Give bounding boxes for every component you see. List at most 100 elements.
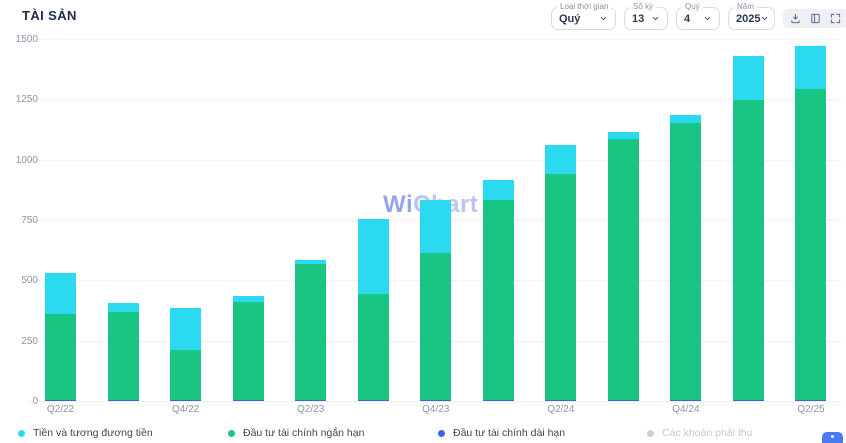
bar-segment (482, 200, 514, 401)
bar-segment (232, 295, 264, 302)
year-select[interactable]: Năm 2025 (728, 2, 775, 30)
bar-Q2/22[interactable] (45, 273, 76, 401)
bar-segment (170, 308, 202, 350)
bar-segment (357, 218, 389, 294)
bar-segment (670, 115, 702, 123)
bar-segment (670, 123, 702, 401)
legend-label: Đầu tư tài chính ngắn hạn (243, 427, 365, 439)
bar-segment (232, 400, 264, 401)
y-axis-label: 1500 (15, 34, 38, 45)
gridline (30, 159, 842, 161)
bar-Q4/22[interactable] (170, 308, 202, 401)
y-axis-label: 250 (21, 335, 38, 347)
x-axis-label: Q2/23 (297, 404, 325, 415)
x-axis: Q2/22 Q4/22 Q2/23 Q4/23 Q2/24 Q4/24 Q2/25 (0, 404, 846, 417)
bar-segment (482, 179, 514, 201)
gridline (30, 99, 842, 101)
bar-segment (795, 89, 827, 401)
time-type-select-value: Quý (559, 12, 581, 25)
y-axis-label: 0 (32, 396, 38, 407)
bar-segment (107, 400, 139, 401)
bar-segment (732, 56, 764, 101)
y-axis-label: 750 (21, 215, 38, 226)
bar-Q3/24[interactable] (607, 132, 639, 401)
y-axis-label: 1250 (15, 94, 38, 106)
download-icon[interactable] (790, 13, 801, 24)
legend-label: Tiền và tương đương tiền (33, 427, 153, 439)
bar-Q2/24[interactable] (545, 145, 577, 401)
x-axis-label: Q2/22 (46, 404, 75, 415)
bar-Q1/23[interactable] (232, 295, 264, 401)
bar-segment (232, 301, 264, 401)
fullscreen-icon[interactable] (830, 13, 841, 24)
legend-dot-green (228, 429, 235, 437)
bar-segment (732, 100, 764, 401)
bar-segment (107, 302, 139, 312)
bar-segment (295, 400, 327, 401)
bar-segment (295, 264, 327, 401)
legend-item-long-term-investments[interactable]: Đầu tư tài chính dài hạn (438, 427, 565, 439)
quarter-select-label: Quý (682, 2, 703, 11)
x-axis-label: Q2/25 (797, 404, 825, 415)
bar-Q4/24[interactable] (670, 115, 702, 401)
legend-item-cash[interactable]: Tiền và tương đương tiền (18, 427, 153, 439)
bar-Q3/22[interactable] (107, 302, 139, 401)
bar-segment (482, 400, 514, 401)
bar-segment (170, 349, 202, 401)
period-count-select-value: 13 (632, 12, 645, 25)
bar-segment (607, 400, 639, 401)
bar-segment (607, 132, 639, 139)
time-type-select-label: Loại thời gian (557, 2, 612, 11)
bar-segment (295, 260, 327, 265)
bar-segment (45, 313, 76, 401)
quarter-select[interactable]: Quý 4 (676, 2, 720, 30)
bar-segment (357, 400, 389, 401)
chevron-down-icon (599, 14, 608, 23)
year-select-label: Năm (734, 2, 757, 11)
legend-dot-cyan (18, 429, 25, 437)
legend-item-receivables[interactable]: Các khoản phải thu (647, 427, 752, 439)
bar-segment (795, 400, 827, 401)
legend-dot-blue (438, 429, 445, 437)
x-axis-label: Q2/24 (547, 404, 575, 415)
period-count-select[interactable]: Số kỳ 13 (624, 2, 668, 30)
bar-segment (545, 173, 577, 401)
bar-segment (545, 145, 577, 174)
bar-segment (420, 400, 452, 401)
quarter-select-value: 4 (684, 12, 691, 25)
bar-segment (45, 400, 76, 401)
y-axis-label: 500 (21, 275, 38, 287)
gridline (30, 39, 842, 40)
plot-area: 1500 1250 1000 750 500 250 0 (0, 34, 846, 407)
chart-toolbar (783, 9, 846, 28)
x-axis-label: Q4/24 (672, 404, 700, 415)
chat-widget-button[interactable] (822, 432, 843, 443)
chevron-down-icon (760, 14, 769, 23)
bar-Q2/25[interactable] (795, 46, 827, 401)
bar-Q4/23[interactable] (420, 199, 452, 401)
bar-Q1/24[interactable] (482, 179, 514, 401)
bar-segment (420, 253, 452, 401)
period-count-select-label: Số kỳ (630, 2, 657, 11)
bar-segment (545, 400, 577, 401)
legend-label: Các khoản phải thu (662, 427, 753, 439)
bar-Q3/23[interactable] (357, 218, 389, 401)
bar-segment (670, 400, 702, 401)
bar-segment (795, 46, 827, 90)
bar-Q2/23[interactable] (295, 260, 327, 401)
bar-Q1/25[interactable] (732, 56, 764, 401)
legend-dot-gray (647, 429, 654, 437)
year-select-value: 2025 (736, 12, 761, 25)
page-title: TÀI SẢN (22, 8, 77, 23)
chart-legend: Tiền và tương đương tiền Đầu tư tài chín… (0, 427, 846, 443)
bar-segment (357, 293, 389, 401)
legend-item-short-term-investments[interactable]: Đầu tư tài chính ngắn hạn (228, 427, 364, 439)
table-icon[interactable] (810, 13, 821, 24)
x-axis-label: Q4/22 (171, 404, 200, 415)
legend-label: Đầu tư tài chính dài hạn (453, 427, 566, 439)
x-axis-label: Q4/23 (422, 404, 450, 415)
bar-segment (170, 400, 202, 401)
time-type-select[interactable]: Loại thời gian Quý (551, 2, 616, 30)
chart-controls: Loại thời gian Quý Số kỳ 13 Quý 4 Năm 20… (551, 2, 846, 30)
